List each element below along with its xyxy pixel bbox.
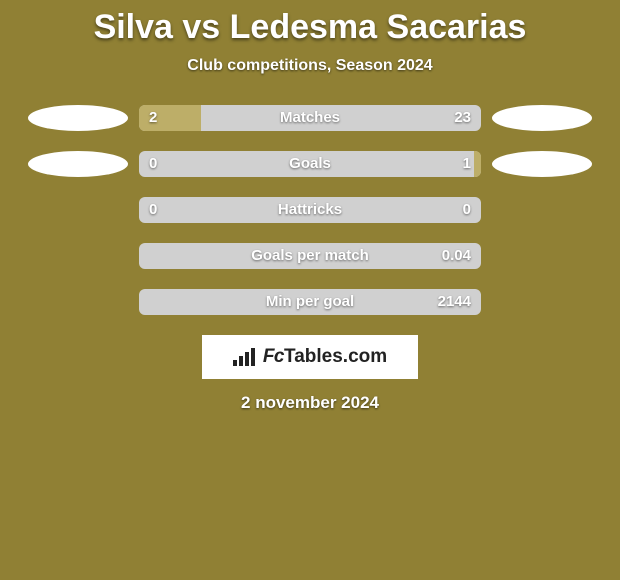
team-left-badge (23, 105, 133, 131)
team-left-badge (23, 197, 133, 223)
stat-label: Min per goal (139, 289, 481, 315)
team-right-badge (487, 105, 597, 131)
badge-placeholder-icon (28, 105, 128, 131)
stat-row: 01Goals (0, 151, 620, 177)
stat-row: 00Hattricks (0, 197, 620, 223)
stat-label: Goals (139, 151, 481, 177)
stat-label: Hattricks (139, 197, 481, 223)
stat-row: 0.04Goals per match (0, 243, 620, 269)
badge-placeholder-icon (28, 151, 128, 177)
stat-bar: 0.04Goals per match (139, 243, 481, 269)
team-right-badge (487, 151, 597, 177)
bar-chart-icon (233, 348, 257, 366)
stat-label: Goals per match (139, 243, 481, 269)
logo-suffix: Tables.com (284, 346, 387, 368)
team-right-badge (487, 289, 597, 315)
stat-label: Matches (139, 105, 481, 131)
stat-bar: 00Hattricks (139, 197, 481, 223)
source-logo: FcTables.com (202, 335, 418, 379)
page-subtitle: Club competitions, Season 2024 (0, 57, 620, 75)
stat-bar: 2144Min per goal (139, 289, 481, 315)
logo-text: FcTables.com (233, 346, 387, 368)
team-left-badge (23, 243, 133, 269)
stats-list: 223Matches 01Goals 00Hattricks 0.04Goals pe… (0, 105, 620, 315)
badge-placeholder-icon (492, 105, 592, 131)
badge-placeholder-icon (492, 151, 592, 177)
stat-row: 2144Min per goal (0, 289, 620, 315)
comparison-infographic: Silva vs Ledesma Sacarias Club competiti… (0, 0, 620, 413)
logo-prefix: Fc (263, 346, 284, 368)
page-title: Silva vs Ledesma Sacarias (0, 8, 620, 47)
stat-row: 223Matches (0, 105, 620, 131)
stat-bar: 223Matches (139, 105, 481, 131)
stat-bar: 01Goals (139, 151, 481, 177)
team-left-badge (23, 289, 133, 315)
team-right-badge (487, 197, 597, 223)
team-left-badge (23, 151, 133, 177)
team-right-badge (487, 243, 597, 269)
footer-date: 2 november 2024 (0, 393, 620, 413)
